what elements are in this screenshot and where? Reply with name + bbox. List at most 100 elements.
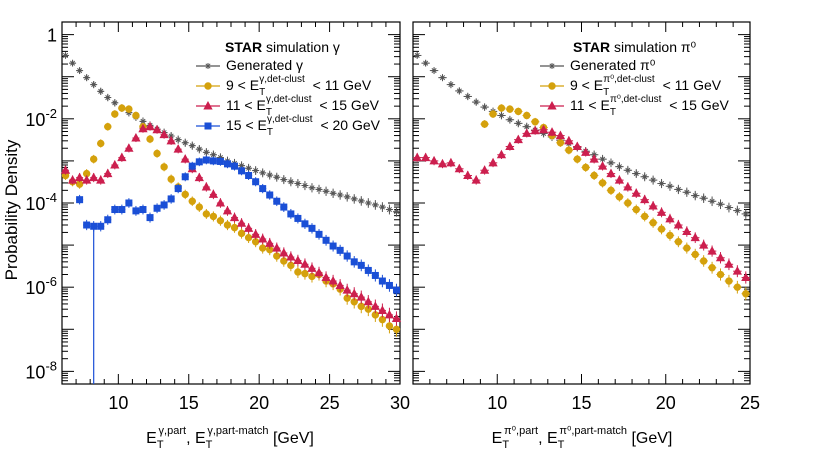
data-point xyxy=(238,162,245,169)
left-panel: 10 15 20 25 30 1 10-2 10-4 10-6 10-8 STAR simulat… xyxy=(25,21,410,451)
data-point xyxy=(363,296,373,306)
data-point xyxy=(716,270,725,279)
data-point xyxy=(294,180,301,187)
data-point xyxy=(392,325,401,333)
x-tick-label: 30 xyxy=(390,393,410,413)
right-series-1 xyxy=(480,104,750,301)
data-point xyxy=(210,151,217,158)
data-point xyxy=(196,146,203,153)
data-point xyxy=(238,167,246,175)
data-point xyxy=(229,212,240,222)
y-tick-label: 10-2 xyxy=(25,106,57,130)
right-data xyxy=(412,52,751,301)
data-point xyxy=(180,154,190,163)
data-point xyxy=(597,161,608,170)
data-point xyxy=(69,60,76,67)
data-point xyxy=(174,185,182,193)
data-point xyxy=(385,281,393,289)
data-point xyxy=(252,178,260,186)
data-point xyxy=(96,175,106,184)
data-point xyxy=(323,188,330,195)
data-point xyxy=(139,206,147,214)
data-point xyxy=(715,252,726,262)
data-point xyxy=(252,167,259,174)
data-point xyxy=(606,168,616,178)
data-point xyxy=(497,104,506,112)
data-point xyxy=(202,156,210,164)
data-point xyxy=(125,199,133,207)
data-point xyxy=(300,259,310,268)
data-point xyxy=(287,210,295,218)
data-point xyxy=(181,190,189,199)
data-point xyxy=(160,201,168,209)
data-point xyxy=(272,243,282,252)
data-point xyxy=(378,277,386,285)
data-point xyxy=(314,267,324,277)
data-point xyxy=(650,177,657,184)
data-point xyxy=(351,195,358,202)
data-point xyxy=(118,206,126,214)
data-point xyxy=(690,232,700,242)
data-point xyxy=(243,223,254,232)
data-point xyxy=(223,160,231,168)
right-x-axis-title: ETπ⁰,part, ETπ⁰,part-match [GeV] xyxy=(492,425,673,451)
data-point xyxy=(624,199,632,207)
data-point xyxy=(245,172,253,180)
data-point xyxy=(195,203,204,211)
data-point xyxy=(385,322,394,330)
data-point xyxy=(463,170,473,180)
y-tick-label: 1 xyxy=(47,26,57,46)
data-point xyxy=(173,144,183,153)
data-point xyxy=(581,147,591,156)
data-point xyxy=(195,158,203,166)
data-point xyxy=(732,266,743,275)
data-point xyxy=(656,207,667,216)
data-point xyxy=(582,163,590,172)
data-point xyxy=(189,142,196,149)
data-point xyxy=(160,163,168,171)
legend-marker xyxy=(204,82,212,90)
data-point xyxy=(725,204,732,211)
data-point xyxy=(159,129,169,139)
data-point xyxy=(330,190,337,197)
data-point xyxy=(237,229,246,238)
data-point xyxy=(683,244,691,252)
data-point xyxy=(60,165,71,174)
data-point xyxy=(454,163,464,173)
data-point xyxy=(188,162,196,170)
data-point xyxy=(308,224,316,232)
data-point xyxy=(76,67,83,74)
data-point xyxy=(675,186,682,193)
data-point xyxy=(392,286,400,294)
data-point xyxy=(648,200,658,210)
data-point xyxy=(231,162,239,170)
data-point xyxy=(506,105,514,113)
data-point xyxy=(673,219,684,229)
legend-marker xyxy=(205,63,211,69)
data-point xyxy=(166,135,176,145)
data-point xyxy=(640,212,649,221)
data-point xyxy=(280,176,287,183)
data-point xyxy=(97,222,105,230)
legend-marker xyxy=(547,100,557,110)
data-point xyxy=(286,251,296,261)
x-tick-label: 15 xyxy=(179,393,199,413)
data-point xyxy=(607,159,614,166)
data-point xyxy=(138,123,148,133)
data-point xyxy=(683,189,690,196)
data-point xyxy=(301,182,308,189)
data-point xyxy=(471,175,481,184)
data-point xyxy=(132,111,140,120)
data-point xyxy=(522,128,532,137)
data-point xyxy=(666,183,673,190)
data-point xyxy=(244,233,253,242)
data-point xyxy=(733,283,742,291)
x-tick-label: 20 xyxy=(249,393,269,413)
x-tick-label: 15 xyxy=(571,393,591,413)
data-point xyxy=(139,118,146,125)
left-series-3 xyxy=(76,155,400,384)
data-point xyxy=(251,229,261,238)
data-point xyxy=(194,172,204,182)
right-series-2 xyxy=(412,124,751,284)
